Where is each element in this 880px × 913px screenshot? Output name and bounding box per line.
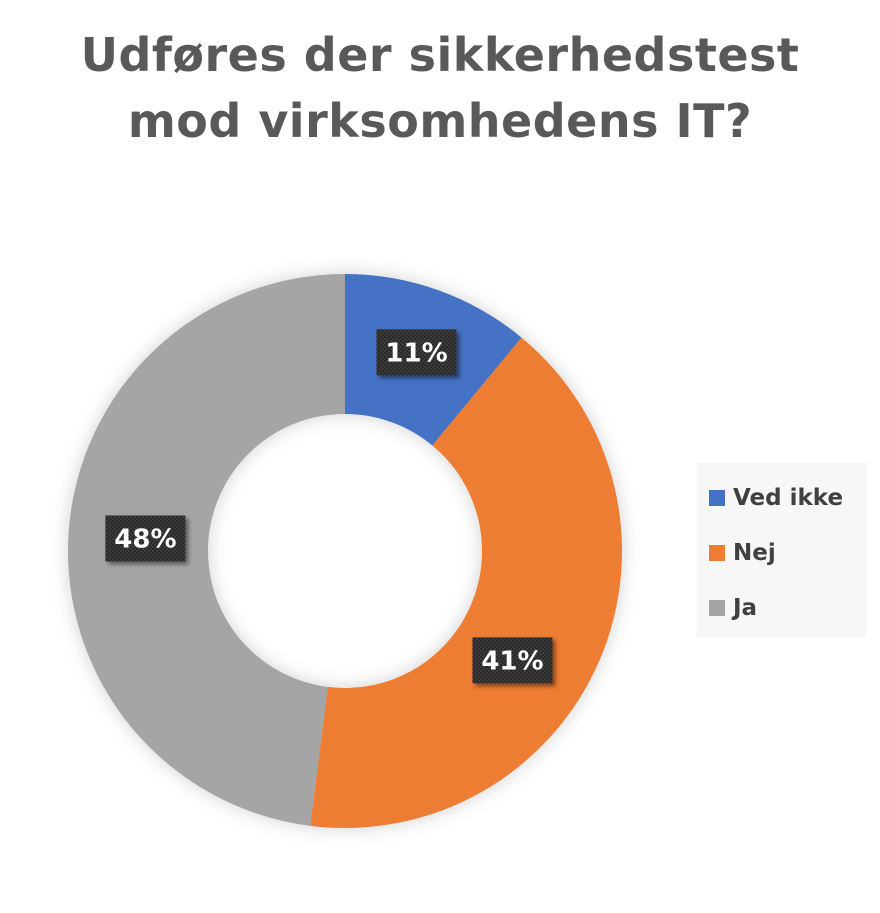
data-label-ja: 48%: [105, 515, 186, 562]
legend-swatch-nej: [709, 545, 725, 561]
data-label-ved-ikke: 11%: [376, 329, 457, 376]
slice-nej: [310, 337, 622, 828]
data-label-box-nej: [472, 637, 553, 684]
legend-item-ja: Ja: [709, 593, 757, 623]
data-label-text-nej: 41%: [481, 646, 543, 676]
legend-label-ved-ikke: Ved ikke: [733, 485, 844, 511]
legend-item-ved-ikke: Ved ikke: [709, 483, 843, 513]
chart-legend: Ved ikke Nej Ja: [697, 463, 867, 637]
legend-label-ja: Ja: [733, 595, 758, 621]
legend-item-nej: Nej: [709, 538, 776, 568]
chart-title-line-2: mod virksomhedens IT?: [127, 94, 753, 148]
slice-ja: [67, 274, 345, 826]
data-label-box-ved-ikke: [376, 329, 457, 376]
chart-title-line-1: Udføres der sikkerhedstest: [80, 28, 800, 82]
chart-title: Udføres der sikkerhedstest mod virksomhe…: [0, 22, 880, 154]
data-label-nej: 41%: [472, 637, 553, 684]
data-label-text-ja: 48%: [114, 524, 176, 554]
legend-swatch-ved-ikke: [709, 490, 725, 506]
legend-label-nej: Nej: [733, 540, 776, 566]
legend-swatch-ja: [709, 600, 725, 616]
data-label-box-ja: [105, 515, 186, 562]
data-label-text-ved-ikke: 11%: [385, 338, 447, 368]
